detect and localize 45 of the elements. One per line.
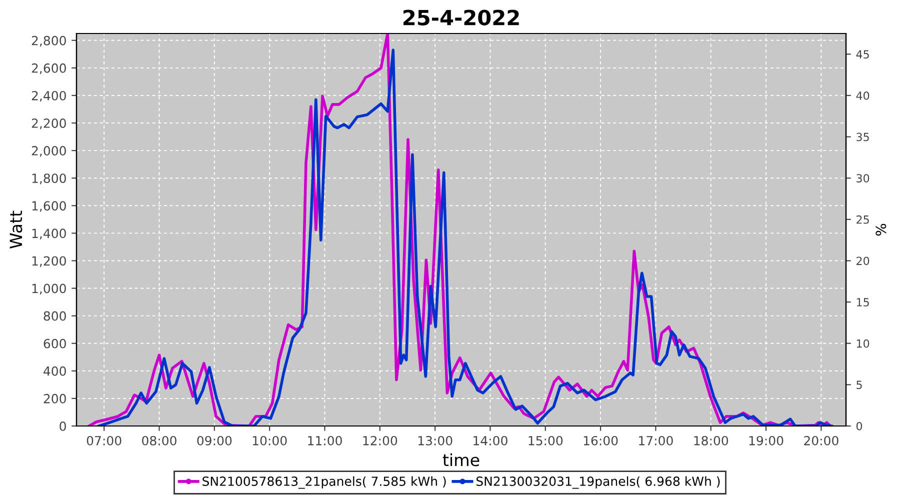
x-tick-label: 13:00 xyxy=(418,436,452,446)
y2-tick-label: 10 xyxy=(856,339,870,348)
x-tick-label: 08:00 xyxy=(142,436,176,446)
y2-tick-label: 40 xyxy=(856,91,870,100)
x-tick-label: 18:00 xyxy=(694,436,728,446)
x-tick-label: 16:00 xyxy=(584,436,618,446)
y-tick-label: 600 xyxy=(44,338,66,348)
x-tick-label: 14:00 xyxy=(474,436,508,446)
x-tick-label: 19:00 xyxy=(749,436,784,446)
y-tick-label: 800 xyxy=(44,311,66,321)
y2-tick-label: 30 xyxy=(856,174,870,182)
y-tick-label: 1,400 xyxy=(32,228,66,240)
y2-axis-title: % xyxy=(876,224,886,236)
x-axis-title: time xyxy=(442,453,480,466)
y-tick-label: 1,600 xyxy=(32,201,66,212)
y2-tick-label: 0 xyxy=(856,422,862,430)
y-tick-label: 400 xyxy=(44,366,66,376)
y-tick-label: 2,200 xyxy=(32,118,66,130)
y2-tick-label: 5 xyxy=(856,380,862,390)
x-tick-label: 15:00 xyxy=(528,436,563,446)
legend-label: SN2100578613_21panels( 7.585 kWh ) xyxy=(202,476,446,489)
y2-tick-label: 25 xyxy=(856,215,869,224)
y-tick-label: 2,800 xyxy=(32,36,66,47)
y-tick-label: 0 xyxy=(60,421,66,431)
chart-title: 25-4-2022 xyxy=(404,10,519,26)
x-tick-label: 09:00 xyxy=(197,436,232,446)
y-tick-label: 2,000 xyxy=(32,146,66,157)
y2-tick-label: 35 xyxy=(856,132,869,142)
x-tick-label: 17:00 xyxy=(639,436,673,446)
y-tick-label: 2,400 xyxy=(32,90,66,102)
x-tick-label: 10:00 xyxy=(252,436,287,446)
y2-tick-label: 45 xyxy=(856,50,869,59)
x-tick-label: 07:00 xyxy=(86,436,122,446)
y2-tick-label: 20 xyxy=(856,256,870,266)
y-tick-label: 1,000 xyxy=(32,284,66,294)
y-tick-label: 200 xyxy=(44,394,66,404)
y2-tick-label: 15 xyxy=(856,298,869,306)
legend-label: SN2130032031_19panels( 6.968 kWh ) xyxy=(476,476,720,489)
x-tick-label: 20:00 xyxy=(804,436,838,446)
y-axis-title: Watt xyxy=(10,210,22,249)
x-tick-label: 12:00 xyxy=(363,436,398,446)
y-tick-label: 1,200 xyxy=(32,256,66,267)
x-tick-label: 11:00 xyxy=(308,436,342,446)
y-tick-label: 1,800 xyxy=(32,174,66,184)
y-tick-label: 2,600 xyxy=(32,63,66,74)
